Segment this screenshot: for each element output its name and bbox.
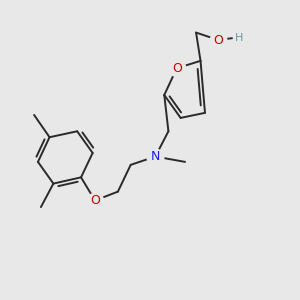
Text: O: O: [90, 194, 100, 207]
Text: O: O: [172, 62, 182, 75]
Text: H: H: [235, 33, 243, 43]
Text: O: O: [213, 34, 223, 46]
Text: N: N: [151, 150, 160, 163]
